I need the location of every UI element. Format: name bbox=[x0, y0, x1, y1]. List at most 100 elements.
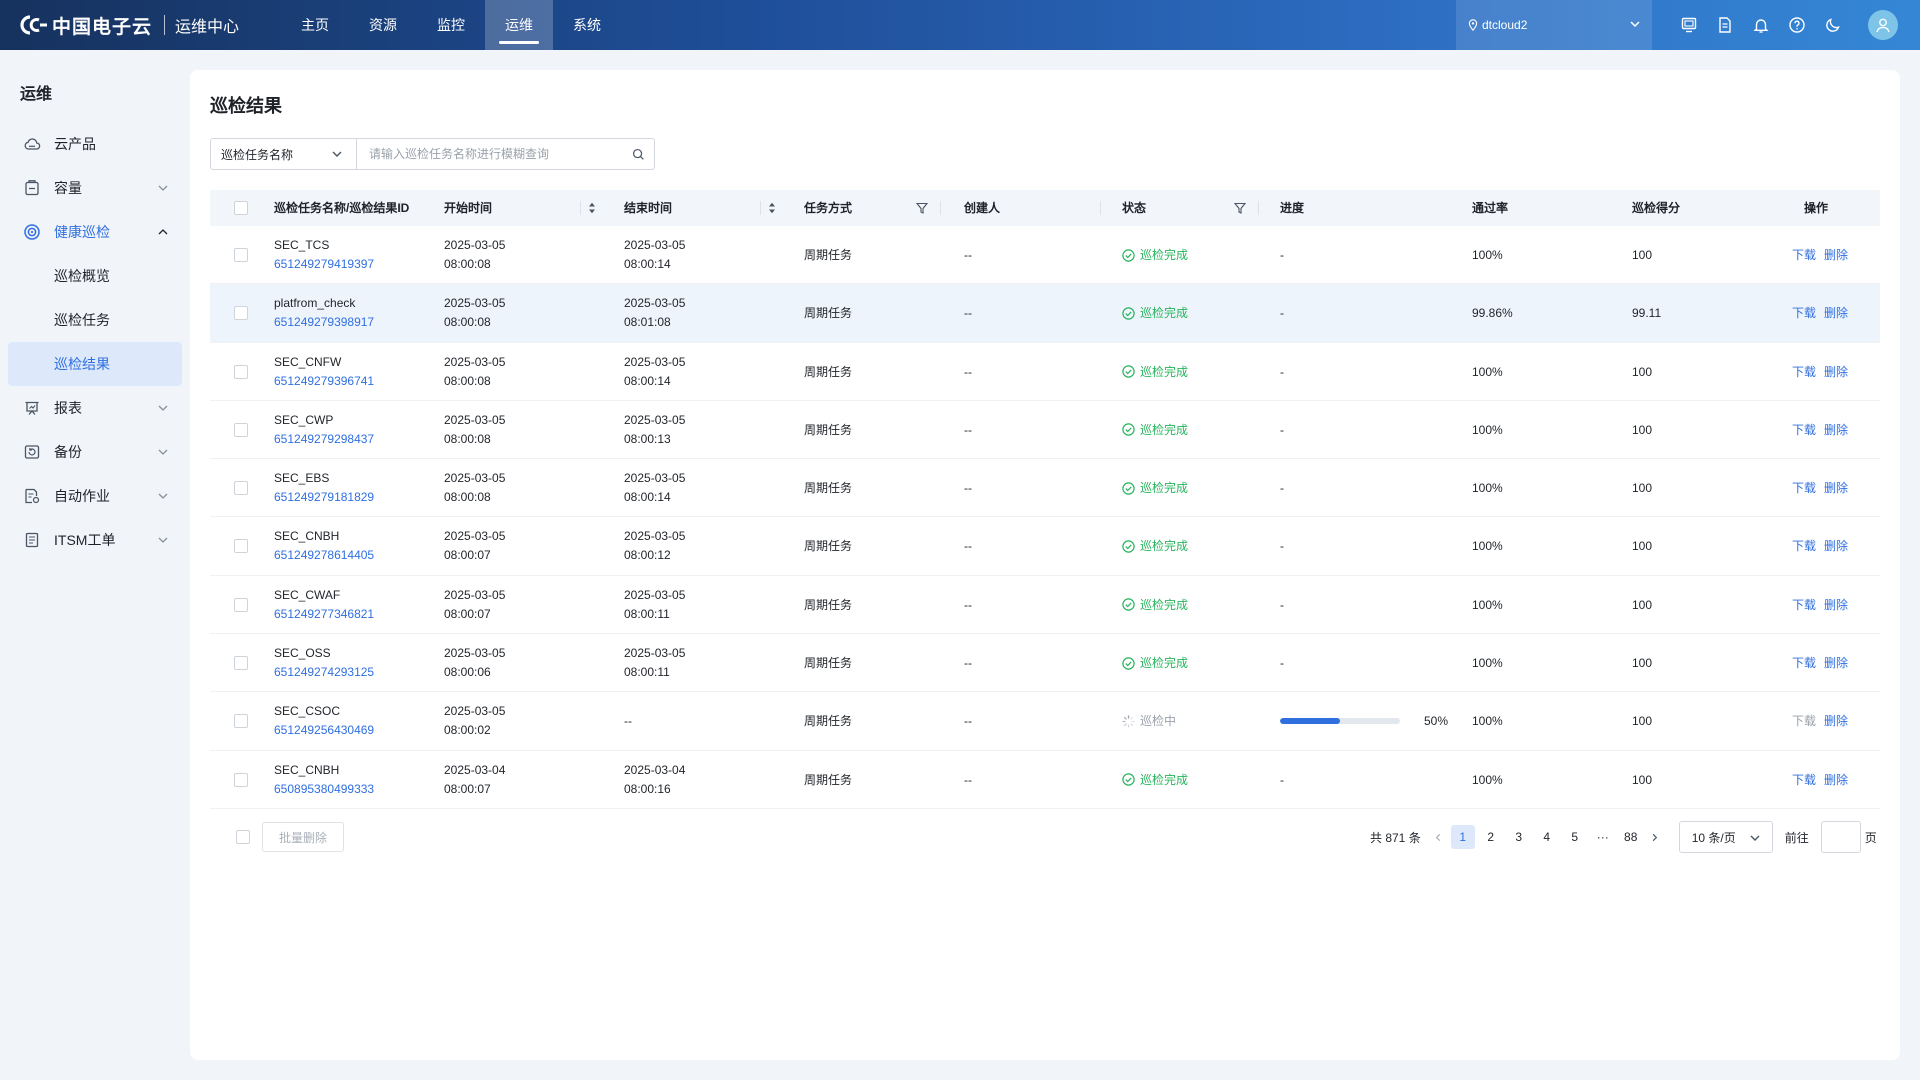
chevron-down-icon bbox=[158, 185, 168, 191]
sidebar-item-backup[interactable]: 备份 bbox=[8, 430, 182, 474]
table-row[interactable]: SEC_CNFW 651249279396741 2025-03-05 08:0… bbox=[210, 343, 1880, 401]
help-icon[interactable] bbox=[1788, 16, 1806, 34]
delete-link[interactable]: 删除 bbox=[1824, 248, 1849, 262]
moon-icon[interactable] bbox=[1824, 16, 1842, 34]
nav-home[interactable]: 主页 bbox=[301, 17, 330, 33]
monitor-icon[interactable] bbox=[1680, 16, 1698, 34]
sidebar-item-reports[interactable]: 报表 bbox=[8, 386, 182, 430]
goto-page-input[interactable] bbox=[1820, 821, 1861, 853]
table-row[interactable]: SEC_CNBH 650895380499333 2025-03-04 08:0… bbox=[210, 751, 1880, 809]
table-row[interactable]: SEC_OSS 651249274293125 2025-03-05 08:00… bbox=[210, 634, 1880, 693]
row-checkbox[interactable] bbox=[234, 539, 248, 554]
status-text: 巡检完成 bbox=[1140, 422, 1189, 437]
pass-rate: 100% bbox=[1472, 364, 1503, 379]
result-id-link[interactable]: 651249274293125 bbox=[274, 665, 375, 680]
batch-delete-button[interactable]: 批量删除 bbox=[262, 822, 344, 852]
result-id-link[interactable]: 651249279396741 bbox=[274, 373, 375, 388]
download-link[interactable]: 下载 bbox=[1792, 306, 1817, 321]
bell-icon[interactable] bbox=[1752, 16, 1770, 34]
sidebar-item-itsm[interactable]: ITSM工单 bbox=[8, 518, 182, 562]
result-id-link[interactable]: 651249278614405 bbox=[274, 548, 375, 563]
result-id-link[interactable]: 651249279181829 bbox=[274, 490, 375, 505]
result-id-link[interactable]: 651249279419397 bbox=[274, 257, 375, 271]
nav-resources[interactable]: 资源 bbox=[369, 17, 398, 33]
download-link[interactable]: 下载 bbox=[1792, 481, 1817, 496]
prev-page-button[interactable] bbox=[1429, 825, 1449, 849]
row-checkbox[interactable] bbox=[234, 656, 248, 671]
download-link[interactable]: 下载 bbox=[1792, 422, 1817, 437]
footer-select-all-checkbox[interactable] bbox=[236, 830, 250, 844]
col-header-start-time[interactable]: 开始时间 bbox=[444, 201, 493, 215]
col-header-end-time[interactable]: 结束时间 bbox=[624, 201, 673, 215]
sidebar-subitem-tasks[interactable]: 巡检任务 bbox=[54, 312, 110, 328]
row-checkbox[interactable] bbox=[234, 422, 248, 437]
search-field-select[interactable]: 巡检任务名称 bbox=[211, 139, 357, 169]
result-id-link[interactable]: 651249256430469 bbox=[274, 723, 375, 738]
filter-icon[interactable] bbox=[916, 202, 928, 214]
nav-system[interactable]: 系统 bbox=[573, 17, 602, 33]
search-input[interactable] bbox=[357, 139, 622, 169]
sort-icon[interactable] bbox=[588, 202, 596, 214]
delete-link[interactable]: 删除 bbox=[1824, 714, 1849, 729]
download-link[interactable]: 下载 bbox=[1792, 364, 1817, 379]
delete-link[interactable]: 删除 bbox=[1824, 481, 1849, 496]
search-button[interactable] bbox=[622, 139, 654, 169]
row-checkbox[interactable] bbox=[234, 248, 248, 262]
nav-ops[interactable]: 运维 bbox=[485, 0, 554, 50]
delete-link[interactable]: 删除 bbox=[1824, 422, 1849, 437]
table-row[interactable]: SEC_CNBH 651249278614405 2025-03-05 08:0… bbox=[210, 517, 1880, 576]
table-row[interactable]: SEC_CWP 651249279298437 2025-03-05 08:00… bbox=[210, 401, 1880, 460]
delete-link[interactable]: 删除 bbox=[1824, 772, 1849, 787]
row-checkbox[interactable] bbox=[234, 597, 248, 612]
sidebar-item-health-check[interactable]: 健康巡检 bbox=[8, 210, 182, 254]
download-link[interactable]: 下载 bbox=[1792, 539, 1817, 554]
result-id-link[interactable]: 651249279398917 bbox=[274, 315, 375, 330]
sidebar-subitem-overview[interactable]: 巡检概览 bbox=[54, 268, 110, 284]
page-4[interactable]: 4 bbox=[1543, 830, 1551, 844]
page-2[interactable]: 2 bbox=[1487, 830, 1495, 844]
table-row[interactable]: SEC_EBS 651249279181829 2025-03-05 08:00… bbox=[210, 459, 1880, 518]
nav-monitor[interactable]: 监控 bbox=[437, 17, 466, 33]
page-3[interactable]: 3 bbox=[1515, 830, 1523, 844]
row-checkbox[interactable] bbox=[234, 714, 248, 729]
result-id-link[interactable]: 650895380499333 bbox=[274, 781, 375, 796]
table-row[interactable]: SEC_TCS 651249279419397 2025-03-05 08:00… bbox=[210, 226, 1880, 285]
page-ellipsis[interactable]: ··· bbox=[1596, 830, 1609, 844]
delete-link[interactable]: 删除 bbox=[1824, 597, 1849, 612]
logo[interactable]: 中国电子云 运维中心 bbox=[20, 12, 239, 39]
result-id-link[interactable]: 651249279298437 bbox=[274, 431, 375, 446]
row-checkbox[interactable] bbox=[234, 772, 248, 787]
download-link[interactable]: 下载 bbox=[1792, 772, 1817, 787]
result-id-link[interactable]: 651249277346821 bbox=[274, 606, 375, 621]
sidebar-subitem-results[interactable]: 巡检结果 bbox=[8, 342, 182, 386]
delete-link[interactable]: 删除 bbox=[1824, 364, 1849, 379]
table-row[interactable]: platfrom_check 651249279398917 2025-03-0… bbox=[210, 284, 1880, 343]
table-row[interactable]: SEC_CWAF 651249277346821 2025-03-05 08:0… bbox=[210, 576, 1880, 635]
user-avatar[interactable] bbox=[1868, 10, 1898, 40]
delete-link[interactable]: 删除 bbox=[1824, 656, 1849, 671]
page-last[interactable]: 88 bbox=[1624, 830, 1638, 844]
region-select[interactable]: dtcloud2 bbox=[1456, 0, 1652, 50]
select-all-checkbox[interactable] bbox=[234, 201, 248, 215]
sidebar-item-capacity[interactable]: 容量 bbox=[8, 166, 182, 210]
sort-icon[interactable] bbox=[768, 202, 776, 214]
page-size-select[interactable]: 10 条/页 bbox=[1678, 821, 1773, 853]
download-link[interactable]: 下载 bbox=[1792, 597, 1817, 612]
delete-link[interactable]: 删除 bbox=[1824, 539, 1849, 554]
sidebar-item-automation[interactable]: 自动作业 bbox=[8, 474, 182, 518]
table-row[interactable]: SEC_CSOC 651249256430469 2025-03-05 08:0… bbox=[210, 692, 1880, 751]
delete-link[interactable]: 删除 bbox=[1824, 306, 1849, 321]
top-nav: 主页 资源 监控 运维 系统 bbox=[281, 0, 621, 50]
download-link[interactable]: 下载 bbox=[1792, 248, 1817, 262]
filter-icon[interactable] bbox=[1234, 202, 1246, 214]
page-5[interactable]: 5 bbox=[1571, 830, 1579, 844]
chevron-down-icon bbox=[158, 449, 168, 455]
sidebar-item-cloud-products[interactable]: 云产品 bbox=[8, 122, 182, 166]
row-checkbox[interactable] bbox=[234, 364, 248, 379]
row-checkbox[interactable] bbox=[234, 306, 248, 321]
download-link[interactable]: 下载 bbox=[1792, 656, 1817, 671]
row-checkbox[interactable] bbox=[234, 481, 248, 496]
next-page-button[interactable] bbox=[1645, 825, 1665, 849]
document-icon[interactable] bbox=[1716, 16, 1734, 34]
page-1[interactable]: 1 bbox=[1450, 825, 1475, 849]
